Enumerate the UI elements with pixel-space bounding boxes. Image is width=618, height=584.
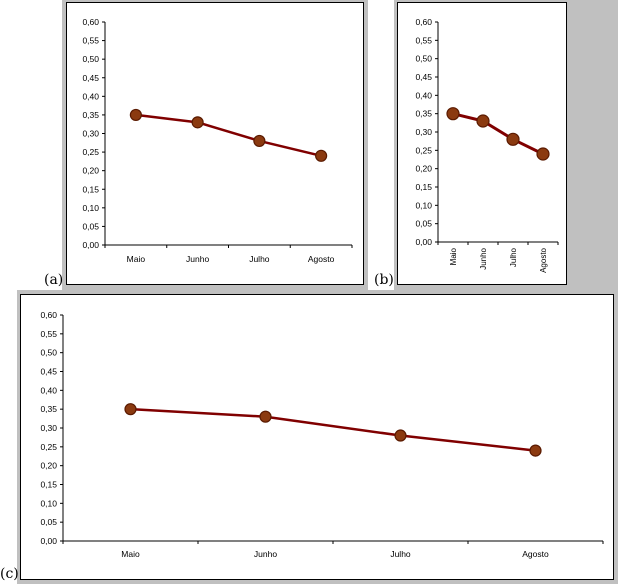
y-tick-label: 0,60 [415, 17, 432, 27]
x-tick-label: Agosto [539, 247, 548, 272]
y-tick-label: 0,00 [415, 237, 432, 247]
panel-label-c: (c) [0, 566, 19, 582]
data-point [446, 107, 460, 121]
y-tick-label: 0,35 [415, 109, 432, 119]
data-point [536, 147, 550, 161]
chart-panel-a: 0,00 0,05 0,10 0,15 0,20 0,25 0,30 0,35 0,40 0,45… [66, 2, 364, 285]
data-point [253, 134, 266, 148]
y-tick-label: 0,50 [40, 348, 57, 358]
y-tick-label: 0,35 [40, 404, 57, 414]
y-tick-label: 0,10 [415, 200, 432, 210]
y-tick-label: 0,25 [415, 145, 432, 155]
chart-c-svg: 0,00 0,05 0,10 0,15 0,20 0,25 0,30 0,35 0,40 0,45… [40, 310, 604, 559]
data-point [529, 444, 542, 457]
y-tick-label: 0,55 [40, 329, 57, 339]
panel-label-b: (b) [374, 272, 394, 288]
x-tick-label: Julho [390, 549, 411, 559]
y-tick-label: 0,30 [415, 127, 432, 137]
y-tick-label: 0,05 [40, 517, 57, 527]
y-tick-label: 0,40 [82, 91, 99, 101]
y-tick-label: 0,15 [40, 480, 57, 490]
x-tick-label: Agosto [522, 549, 549, 559]
y-tick-label: 0,15 [82, 184, 99, 194]
y-tick-label: 0,45 [82, 73, 99, 83]
y-tick-label: 0,45 [415, 72, 432, 82]
x-tick-label: Junho [254, 549, 277, 559]
data-point [506, 132, 520, 146]
x-tick-label: Agosto [308, 254, 335, 264]
series-line [135, 113, 322, 158]
panel-label-a: (a) [44, 272, 64, 288]
y-tick-label: 0,55 [82, 36, 99, 46]
data-point [476, 114, 490, 128]
y-tick-label: 0,20 [82, 166, 99, 176]
series-line [130, 407, 536, 452]
data-point [124, 403, 137, 416]
y-tick-label: 0,30 [82, 129, 99, 139]
x-tick-label: Julho [249, 254, 270, 264]
chart-b-svg: 0,00 0,05 0,10 0,15 0,20 0,25 0,30 0,35 0,40 0,45… [415, 17, 559, 273]
y-tick-label: 0,15 [415, 182, 432, 192]
y-tick-label: 0,40 [40, 385, 57, 395]
y-tick-label: 0,55 [415, 35, 432, 45]
y-tick-label: 0,25 [82, 147, 99, 157]
chart-panel-b: 0,00 0,05 0,10 0,15 0,20 0,25 0,30 0,35 0,40 0,45… [397, 2, 567, 285]
y-tick-label: 0,45 [40, 367, 57, 377]
x-tick-label: Maio [449, 247, 458, 265]
y-tick-label: 0,40 [415, 90, 432, 100]
data-point [191, 116, 204, 129]
y-tick-label: 0,20 [415, 164, 432, 174]
y-tick-label: 0,05 [82, 221, 99, 231]
y-tick-label: 0,60 [82, 17, 99, 27]
series-line [452, 112, 544, 156]
y-tick-label: 0,50 [82, 54, 99, 64]
y-tick-label: 0,05 [415, 219, 432, 229]
y-tick-label: 0,20 [40, 461, 57, 471]
x-tick-label: Junho [479, 247, 488, 269]
x-tick-label: Maio [127, 254, 146, 264]
y-tick-label: 0,25 [40, 442, 57, 452]
y-tick-label: 0,10 [82, 203, 99, 213]
y-tick-label: 0,35 [82, 110, 99, 120]
data-point [259, 410, 272, 423]
data-point [394, 429, 407, 442]
data-point [129, 108, 142, 122]
y-tick-label: 0,10 [40, 498, 57, 508]
y-tick-label: 0,30 [40, 423, 57, 433]
y-tick-label: 0,50 [415, 54, 432, 64]
x-tick-label: Maio [121, 549, 140, 559]
chart-a-svg: 0,00 0,05 0,10 0,15 0,20 0,25 0,30 0,35 0,40 0,45… [82, 17, 353, 264]
y-tick-label: 0,00 [40, 536, 57, 546]
x-tick-label: Julho [509, 247, 518, 267]
y-tick-label: 0,60 [40, 310, 57, 320]
x-tick-label: Junho [186, 254, 209, 264]
y-tick-label: 0,00 [82, 240, 99, 250]
data-point [315, 149, 328, 162]
chart-panel-c: 0,00 0,05 0,10 0,15 0,20 0,25 0,30 0,35 0,40 0,45… [20, 294, 614, 580]
